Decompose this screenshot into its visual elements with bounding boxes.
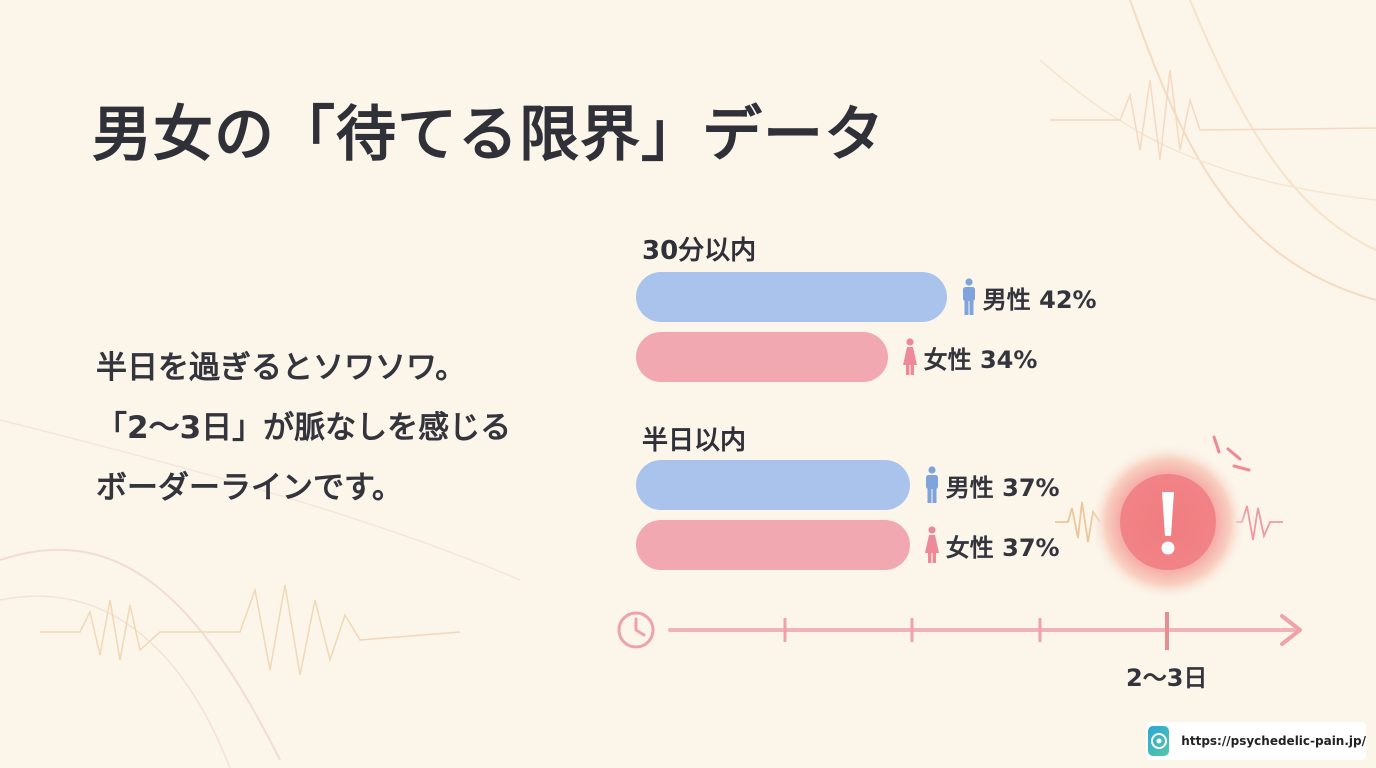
label-halfday-female: 女性 37%: [924, 520, 1060, 570]
bar-30min-male: [636, 272, 947, 322]
bar-halfday-female: [636, 520, 910, 570]
page-title: 男女の「待てる限界」データ: [92, 100, 885, 170]
male-icon: [925, 466, 938, 503]
site-badge[interactable]: https://psychedelic-pain.jp/: [1146, 722, 1366, 760]
site-url[interactable]: https://psychedelic-pain.jp/: [1181, 734, 1366, 748]
logo-icon: [1150, 733, 1167, 749]
description: 半日を過ぎるとソワソワ。 「2〜3日」が脈なしを感じる ボーダーラインです。: [96, 338, 511, 518]
clock-icon: [617, 611, 655, 649]
label-30min-female: 女性 34%: [902, 332, 1038, 382]
label-text: 女性 34%: [923, 345, 1038, 374]
label-halfday-male: 男性 37%: [924, 460, 1060, 510]
description-line-1: 半日を過ぎるとソワソワ。: [96, 350, 467, 386]
timeline-arrow: [1280, 614, 1302, 646]
label-text: 男性 37%: [945, 473, 1060, 502]
description-line-3: ボーダーラインです。: [96, 470, 403, 506]
site-logo: [1148, 726, 1170, 756]
description-line-2: 「2〜3日」が脈なしを感じる: [96, 410, 512, 446]
group-label-halfday: 半日以内: [642, 426, 747, 456]
label-30min-male: 男性 42%: [961, 272, 1097, 322]
label-text: 女性 37%: [945, 533, 1060, 562]
male-icon: [962, 278, 975, 315]
label-text: 男性 42%: [982, 285, 1097, 314]
timeline-marker-label: 2〜3日: [1126, 664, 1208, 692]
female-icon: [902, 338, 917, 375]
bar-halfday-male: [636, 460, 910, 510]
female-icon: [924, 526, 939, 563]
group-label-30min: 30分以内: [642, 236, 757, 266]
bar-30min-female: [636, 332, 888, 382]
